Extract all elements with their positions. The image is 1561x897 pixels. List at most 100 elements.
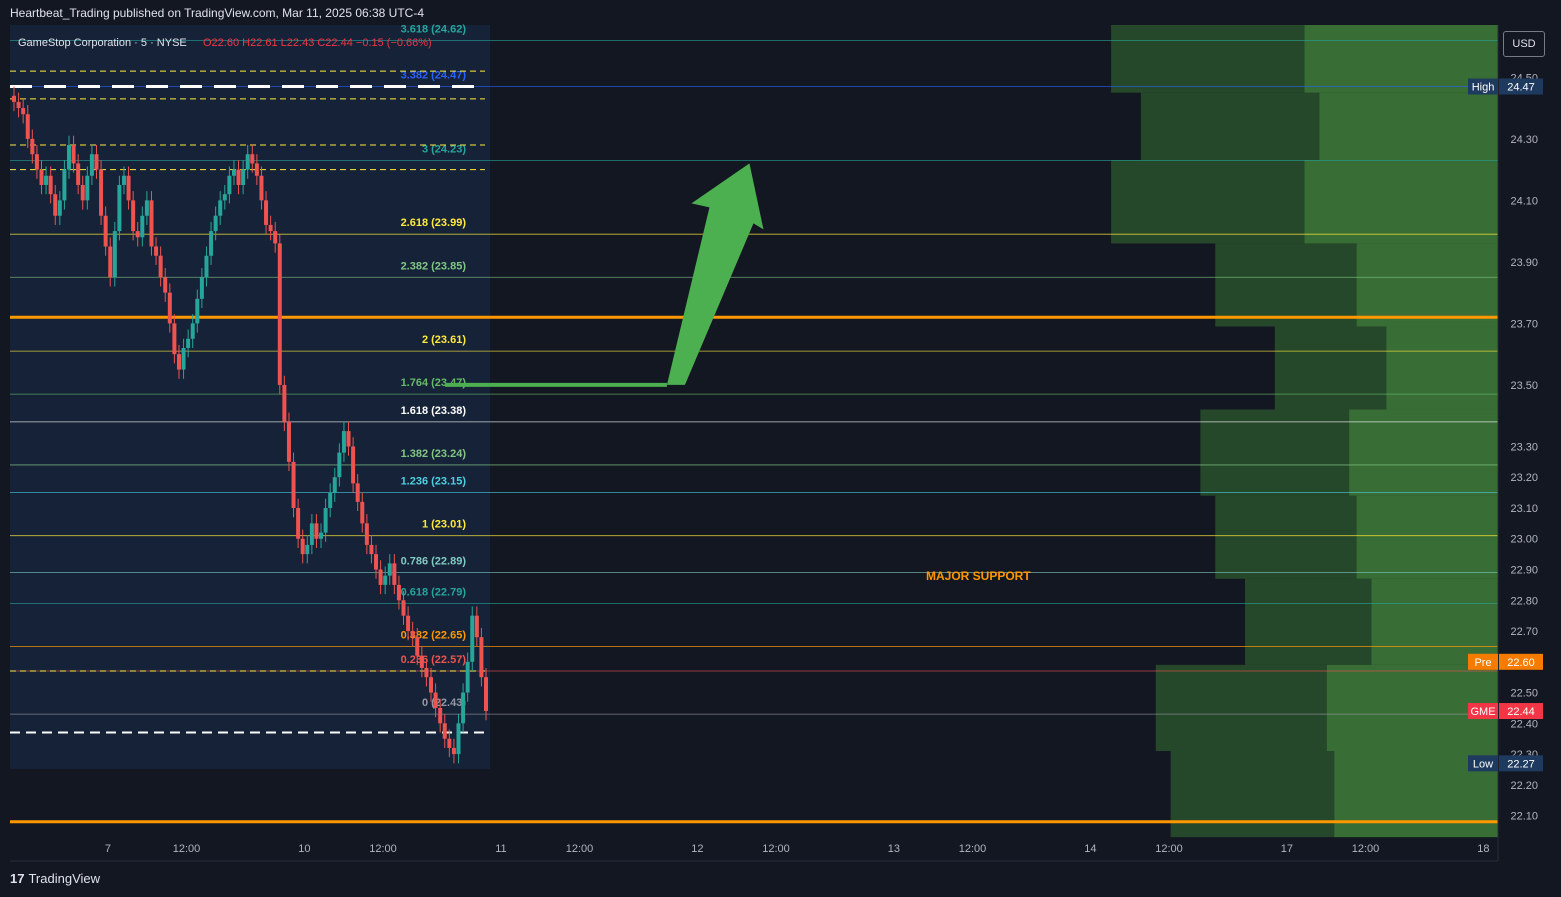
fib-label: 0.618 (22.79) [401,586,467,598]
x-tick-label: 12:00 [369,843,397,855]
price-axis[interactable]: 24.5024.3024.1023.9023.7023.5023.3023.20… [1510,72,1538,822]
candle-body [140,215,145,238]
candle-body [149,200,154,247]
candle-body [154,246,159,256]
x-tick-label: 12:00 [173,843,201,855]
arrow-head [666,163,764,385]
candle-body [410,631,415,638]
fib-label: 2.382 (23.85) [401,260,467,272]
y-tick-label: 23.70 [1510,318,1538,330]
candle-body [332,477,337,493]
price-tag-value: 24.47 [1507,82,1535,94]
candle-body [250,154,255,164]
candle-body [282,384,287,422]
brand-name: TradingView [28,871,101,886]
candle-body [21,108,26,115]
candle-body [369,544,374,555]
candle-body [451,747,456,755]
candle-body [99,169,104,216]
candle-body [204,255,209,278]
ohlc-label: O22.60 H22.61 L22.43 C22.44 −0.15 (−0.66… [203,37,432,49]
candle-body [16,101,21,109]
candle-body [76,163,81,185]
price-tag-name: High [1472,82,1495,94]
candle-body [461,692,466,724]
candle-body [268,224,273,232]
candle-body [433,692,438,708]
candle-body [227,175,232,195]
candle-body [286,421,291,462]
candle-body [199,277,204,299]
y-tick-label: 23.50 [1510,380,1538,392]
x-tick-label: 13 [888,843,900,855]
x-tick-label: 7 [105,843,111,855]
x-tick-label: 12:00 [1352,843,1380,855]
candle-body [172,323,177,355]
y-tick-label: 22.80 [1510,595,1538,607]
candle-body [236,169,241,185]
candle-body [231,169,236,176]
fib-label: 3.618 (24.62) [401,23,467,35]
candle-body [89,154,94,176]
candle-body [44,175,49,185]
price-tag-name: Pre [1474,657,1491,669]
candle-body [121,175,126,185]
fib-label: 2 (23.61) [422,334,466,346]
candle-body [254,163,259,176]
candle-body [186,338,191,349]
candle-body [396,584,401,601]
candle-body [447,738,452,748]
price-tags: High 24.47 Pre 22.60 GME 22.44 Low 22.27 [1468,78,1543,772]
candle-body [94,154,99,170]
candle-body [383,575,388,585]
fibonacci-levels: 3.618 (24.62) 3.382 (24.47) 3 (24.23) 2.618… [10,23,1498,715]
candle-body [117,184,122,232]
candle-body [387,563,392,576]
candle-body [401,600,406,616]
candle-body [71,144,76,164]
volume-profile-row-value [1304,25,1498,93]
candle-body [176,354,181,370]
candle-body [438,707,443,724]
fib-label: 1.382 (23.24) [401,448,467,460]
published-info: Heartbeat_Trading published on TradingVi… [10,6,425,20]
orange-support-lines [10,315,1498,824]
fib-label: 0.236 (22.57) [401,654,467,666]
y-tick-label: 23.00 [1510,534,1538,546]
y-tick-label: 22.10 [1510,811,1538,823]
fib-label: 0 (22.43) [422,697,466,709]
major-support-label: MAJOR SUPPORT [926,569,1031,583]
candle-body [328,492,333,508]
fib-label: 3 (24.23) [422,143,466,155]
candle-body [424,667,429,678]
time-axis[interactable]: 7 12:00 10 12:00 11 12:00 12 12:00 13 12:00 14 12:0… [105,843,1490,855]
candle-body [108,246,113,278]
candle-body [222,194,227,201]
candle-body [85,175,90,201]
candle-body [48,175,53,195]
currency-button[interactable]: USD [1503,31,1545,57]
candle-body [360,501,365,524]
projection-arrow [444,163,764,387]
x-tick-label: 12:00 [1155,843,1183,855]
candle-body [429,677,434,693]
y-tick-label: 23.10 [1510,503,1538,515]
fib-label: 3.382 (24.47) [401,70,467,82]
price-tag-value-bg [1499,653,1543,670]
candle-body [364,523,369,545]
candle-body [259,175,264,201]
price-tag-value: 22.44 [1507,706,1535,718]
candle-body [57,200,62,216]
x-tick-label: 11 [495,843,506,855]
candle-body [484,677,488,712]
candle-body [34,154,39,170]
candle-body [337,452,342,478]
y-tick-label: 24.10 [1510,195,1538,207]
fib-label: 0.786 (22.89) [401,556,467,568]
price-tag-name: GME [1470,706,1495,718]
candle-body [218,200,223,216]
tradingview-brand[interactable]: 17 TradingView [10,871,100,886]
price-tag-name: Low [1473,758,1493,770]
price-tag-value-bg [1499,755,1543,772]
